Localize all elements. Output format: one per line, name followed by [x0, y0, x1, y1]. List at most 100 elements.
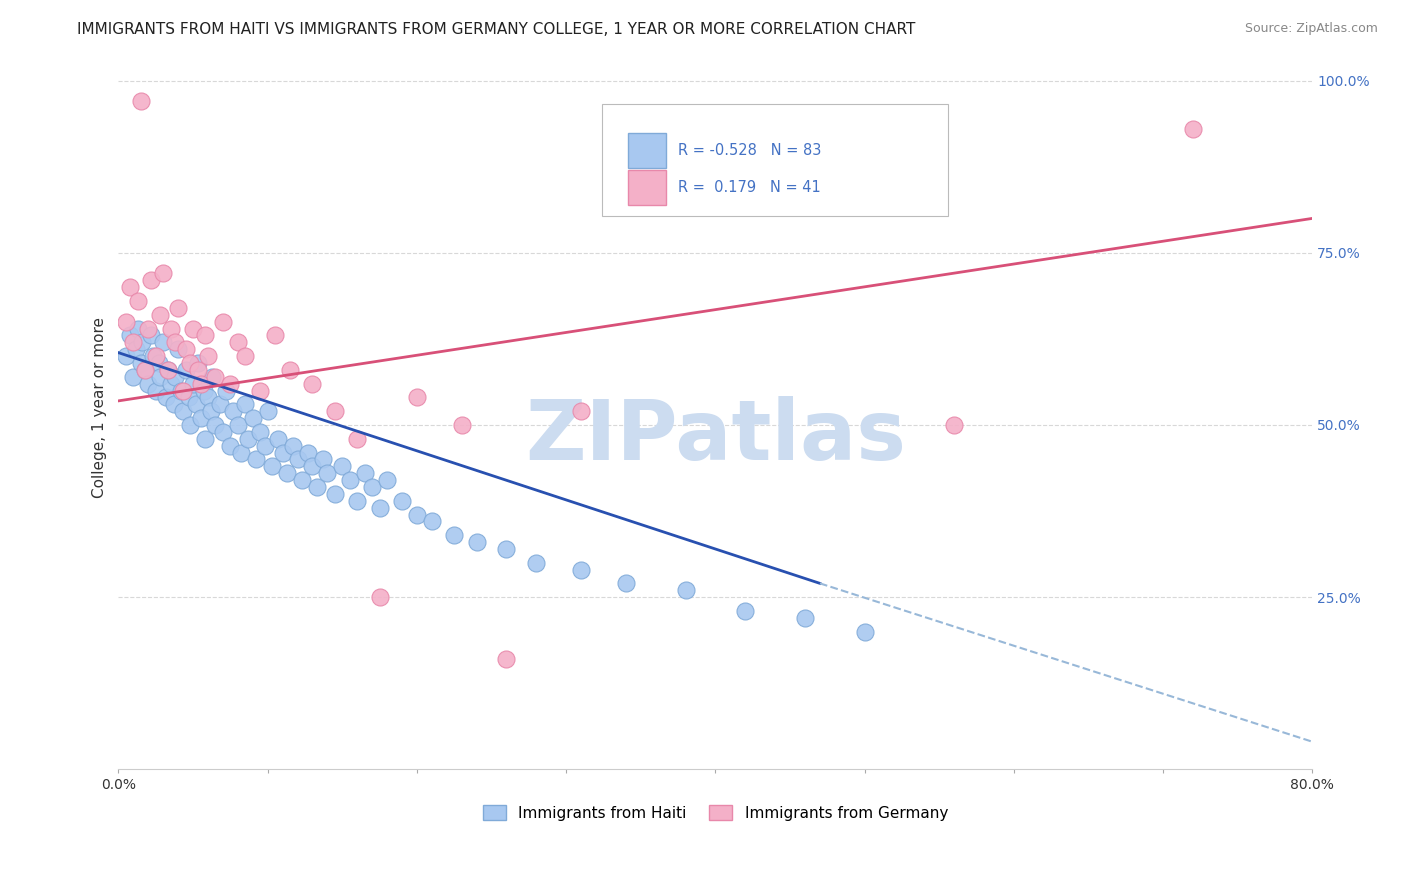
Point: [141, 273, 163, 287]
Point: [443, 528, 465, 542]
Point: [276, 466, 298, 480]
Point: [406, 508, 429, 522]
Point: [190, 411, 212, 425]
Point: [368, 500, 391, 515]
Point: [256, 404, 278, 418]
Point: [200, 404, 222, 418]
Point: [734, 604, 756, 618]
Point: [156, 363, 179, 377]
Point: [127, 293, 149, 308]
Text: R = -0.528   N = 83: R = -0.528 N = 83: [679, 143, 821, 158]
Point: [226, 335, 249, 350]
Point: [675, 583, 697, 598]
Point: [361, 480, 384, 494]
Point: [149, 369, 172, 384]
Point: [159, 321, 181, 335]
Point: [238, 432, 260, 446]
Point: [330, 459, 353, 474]
Point: [346, 432, 368, 446]
Point: [420, 515, 443, 529]
Point: [159, 376, 181, 391]
Point: [174, 343, 197, 357]
Point: [186, 363, 208, 377]
Point: [201, 369, 224, 384]
Point: [323, 404, 346, 418]
Point: [129, 356, 152, 370]
Point: [120, 328, 142, 343]
Point: [245, 452, 267, 467]
Point: [853, 624, 876, 639]
Point: [353, 466, 375, 480]
Point: [115, 349, 138, 363]
Point: [305, 480, 328, 494]
Bar: [628, 133, 666, 168]
Point: [194, 432, 217, 446]
Point: [267, 432, 290, 446]
Text: IMMIGRANTS FROM HAITI VS IMMIGRANTS FROM GERMANY COLLEGE, 1 YEAR OR MORE CORRELA: IMMIGRANTS FROM HAITI VS IMMIGRANTS FROM…: [77, 22, 915, 37]
Point: [339, 473, 361, 487]
Point: [297, 445, 319, 459]
Point: [249, 425, 271, 439]
Point: [212, 315, 235, 329]
Point: [167, 301, 190, 315]
Point: [155, 391, 177, 405]
Point: [406, 391, 429, 405]
Point: [208, 397, 231, 411]
Point: [368, 590, 391, 604]
Point: [127, 321, 149, 335]
Point: [262, 459, 284, 474]
Point: [129, 95, 152, 109]
Point: [524, 556, 547, 570]
Point: [495, 652, 517, 666]
Point: [152, 335, 174, 350]
Point: [204, 417, 226, 432]
Point: [271, 445, 294, 459]
Point: [131, 335, 153, 350]
Point: [190, 376, 212, 391]
Point: [142, 349, 165, 363]
Point: [943, 417, 966, 432]
Point: [301, 376, 323, 391]
Point: [181, 376, 204, 391]
Point: [323, 487, 346, 501]
Point: [170, 384, 193, 398]
Point: [242, 411, 264, 425]
Point: [165, 369, 187, 384]
Point: [125, 343, 148, 357]
Point: [156, 363, 179, 377]
Point: [174, 363, 197, 377]
Point: [115, 315, 138, 329]
Point: [122, 369, 145, 384]
Point: [194, 328, 217, 343]
Point: [120, 280, 142, 294]
Point: [495, 541, 517, 556]
Point: [134, 363, 156, 377]
Point: [172, 384, 194, 398]
Point: [172, 404, 194, 418]
Point: [391, 493, 413, 508]
Point: [145, 349, 167, 363]
Point: [141, 328, 163, 343]
Point: [281, 439, 304, 453]
Point: [253, 439, 276, 453]
Point: [148, 356, 170, 370]
Point: [226, 417, 249, 432]
Point: [614, 576, 637, 591]
Point: [465, 535, 488, 549]
Point: [375, 473, 398, 487]
Point: [163, 397, 186, 411]
Text: Source: ZipAtlas.com: Source: ZipAtlas.com: [1244, 22, 1378, 36]
Point: [569, 563, 592, 577]
Point: [301, 459, 323, 474]
Point: [312, 452, 335, 467]
Point: [204, 369, 226, 384]
Point: [1182, 121, 1205, 136]
Point: [181, 321, 204, 335]
Point: [193, 384, 215, 398]
Point: [249, 384, 271, 398]
Point: [197, 349, 219, 363]
Point: [219, 439, 242, 453]
Point: [215, 384, 238, 398]
Point: [152, 267, 174, 281]
Point: [278, 363, 301, 377]
